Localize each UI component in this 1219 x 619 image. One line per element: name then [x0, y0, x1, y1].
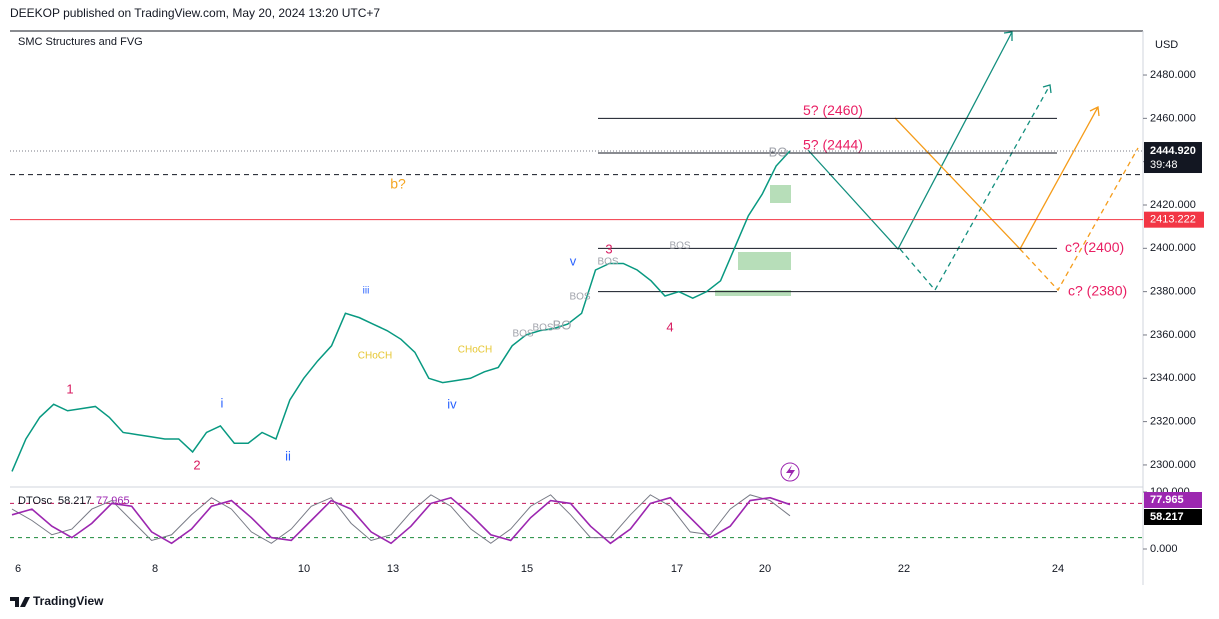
- arrow-head: [1003, 31, 1013, 41]
- annotation: BOS: [569, 292, 590, 303]
- y-tick-label: 2320.000: [1150, 416, 1196, 428]
- fvg-box: [715, 290, 791, 296]
- annotation: BOS: [669, 241, 690, 252]
- annotation: 3: [605, 241, 612, 256]
- x-tick-label: 22: [898, 563, 910, 575]
- osc-value-box: [1144, 492, 1202, 508]
- osc-value-label: 58.217: [1150, 511, 1184, 523]
- annotation: ii: [285, 448, 291, 463]
- x-tick-label: 13: [387, 563, 399, 575]
- arrow-head: [1042, 84, 1052, 94]
- last-price-label: 2444.920: [1150, 145, 1196, 157]
- projection-path: [1019, 147, 1139, 292]
- level-label: 5? (2460): [803, 102, 863, 118]
- x-tick-label: 17: [671, 563, 683, 575]
- osc-tick-label: 0.000: [1150, 543, 1178, 555]
- y-tick-label: 2460.000: [1150, 112, 1196, 124]
- annotation: 2: [193, 457, 200, 472]
- price-line: [11, 150, 791, 472]
- logo-mark: [10, 597, 30, 607]
- level-label: 5? (2444): [803, 137, 863, 153]
- event-icon-bolt: [786, 465, 795, 480]
- x-tick-label: 8: [152, 563, 158, 575]
- annotation: BOS: [512, 329, 533, 340]
- alert-label: 2413.222: [1150, 214, 1196, 226]
- osc-legend-value: 77.965: [96, 495, 130, 507]
- annotation: v: [570, 253, 577, 268]
- x-tick-label: 20: [759, 563, 771, 575]
- osc-title: DTOsc: [18, 495, 53, 507]
- osc-line: [11, 496, 791, 545]
- logo: [10, 597, 30, 607]
- x-tick-label: 10: [298, 563, 310, 575]
- fvg-box: [770, 185, 791, 203]
- level-label: c? (2380): [1068, 282, 1127, 298]
- annotation: BOS: [597, 257, 618, 268]
- osc-value-box: [1144, 509, 1202, 525]
- annotation: CHoCH: [458, 345, 492, 356]
- annotation: i: [221, 395, 224, 410]
- alert-label-box: [1144, 211, 1204, 228]
- publisher-line: DEEKOP published on TradingView.com, May…: [10, 6, 380, 20]
- annotation: CHoCH: [358, 351, 392, 362]
- y-tick-label: 2360.000: [1150, 329, 1196, 341]
- indicator-name: SMC Structures and FVG: [18, 36, 143, 48]
- event-icon[interactable]: [780, 462, 800, 482]
- annotation: iv: [447, 396, 457, 411]
- projection-path: [807, 31, 1013, 251]
- y-tick-label: 2420.000: [1150, 199, 1196, 211]
- level-label: c? (2400): [1065, 239, 1124, 255]
- level-label: b?: [390, 175, 406, 191]
- x-tick-label: 6: [15, 563, 21, 575]
- annotation: 4: [666, 319, 673, 334]
- annotation: BO: [553, 317, 572, 332]
- fvg-box: [738, 252, 791, 270]
- y-tick-label: 2380.000: [1150, 286, 1196, 298]
- y-tick-label: 2400.000: [1150, 242, 1196, 254]
- fvg-boxes: [715, 185, 791, 296]
- last-price-box: [1144, 142, 1202, 174]
- x-tick-label: 24: [1052, 563, 1064, 575]
- y-tick-label: 2340.000: [1150, 372, 1196, 384]
- y-tick-label: 2300.000: [1150, 459, 1196, 471]
- osc-legend-value: 58.217: [58, 495, 92, 507]
- annotation: BO: [769, 144, 788, 159]
- annotation: iii: [363, 286, 370, 297]
- countdown: 39:48: [1150, 159, 1178, 171]
- annotation: 1: [66, 381, 73, 396]
- osc-value-label: 77.965: [1150, 494, 1184, 506]
- y-tick-label: 2480.000: [1150, 69, 1196, 81]
- annotation: BOS: [532, 323, 553, 334]
- currency: USD: [1155, 39, 1178, 51]
- arrow-head: [1089, 106, 1100, 117]
- x-tick-label: 15: [521, 563, 533, 575]
- footer-brand: TradingView: [33, 594, 104, 608]
